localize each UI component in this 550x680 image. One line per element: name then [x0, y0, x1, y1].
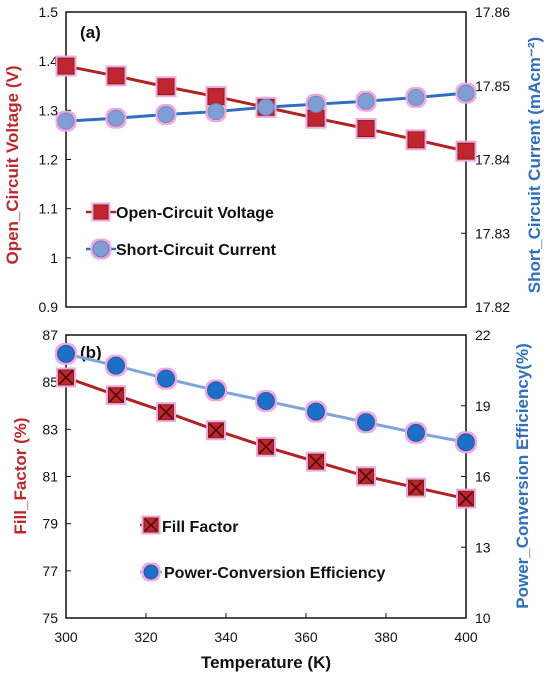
- data-point-short-circuit-current: [107, 109, 125, 127]
- data-point-power-conversion-efficiency: [257, 392, 275, 411]
- panel-a-plot-area: [65, 11, 467, 308]
- data-point-short-circuit-current: [157, 106, 175, 124]
- right-tick-label: 17.85: [475, 78, 510, 94]
- right-tick-label: 17.84: [475, 152, 510, 168]
- panel-b-left-axis-title: Fill_Factor (%): [11, 417, 30, 534]
- panel-a-label: (a): [80, 23, 101, 42]
- data-point-open-circuit-voltage: [457, 142, 475, 160]
- data-point-power-conversion-efficiency: [57, 344, 75, 363]
- right-tick-label: 17.86: [475, 4, 510, 20]
- x-tick-label: 300: [54, 629, 78, 645]
- panel-b-right-axis-title: Power_Conversion Efficiency(%): [513, 343, 532, 608]
- data-point-power-conversion-efficiency: [157, 369, 175, 388]
- data-point-power-conversion-efficiency: [107, 356, 125, 375]
- right-tick-label: 17.82: [475, 299, 510, 315]
- left-tick-label: 79: [42, 516, 58, 532]
- panel-b-left-axis-ticks: 75 77 79 81 83 85 87: [42, 327, 71, 626]
- legend-marker-power-conversion-efficiency: [143, 564, 159, 580]
- panel-a-right-axis-title: Short_Circuit Current (mAcm⁻²): [525, 37, 544, 293]
- left-tick-label: 77: [42, 563, 58, 579]
- data-point-short-circuit-current: [207, 103, 225, 121]
- data-point-short-circuit-current: [257, 98, 275, 116]
- left-tick-label: 1: [50, 250, 58, 266]
- panel-b-x-axis-ticks: 300 320 340 360 380 400: [54, 613, 478, 645]
- left-tick-label: 1.3: [39, 102, 59, 118]
- data-point-fill-factor: [308, 453, 324, 470]
- left-tick-label: 87: [42, 327, 58, 343]
- data-point-short-circuit-current: [307, 95, 325, 113]
- panel-a-legend: Open-Circuit Voltage Short-Circuit Curre…: [86, 204, 277, 259]
- panel-b-legend: Fill Factor Power-Conversion Efficiency: [140, 517, 385, 582]
- data-point-power-conversion-efficiency: [207, 381, 225, 400]
- data-point-fill-factor: [58, 369, 74, 386]
- right-tick-label: 13: [475, 539, 491, 555]
- right-tick-label: 19: [475, 398, 491, 414]
- legend-label-power-conversion-efficiency: Power-Conversion Efficiency: [164, 565, 385, 582]
- legend-label-short-circuit-current: Short-Circuit Current: [116, 242, 277, 259]
- right-tick-label: 22: [475, 327, 491, 343]
- data-point-open-circuit-voltage: [207, 88, 225, 106]
- data-point-fill-factor: [258, 438, 274, 455]
- data-point-short-circuit-current: [457, 84, 475, 102]
- data-point-power-conversion-efficiency: [357, 413, 375, 432]
- data-point-short-circuit-current: [57, 112, 75, 130]
- data-point-fill-factor: [358, 468, 374, 485]
- data-point-power-conversion-efficiency: [307, 402, 325, 421]
- panel-a: (a) 0.9 1 1.1 1.2 1.3 1.4 1.5 17.82 17.83 17.84 1…: [3, 4, 544, 315]
- legend-label-open-circuit-voltage: Open-Circuit Voltage: [116, 205, 274, 222]
- data-point-open-circuit-voltage: [107, 67, 125, 85]
- data-point-open-circuit-voltage: [407, 131, 425, 149]
- data-point-fill-factor: [458, 490, 474, 507]
- left-tick-label: 1.2: [39, 152, 59, 168]
- left-tick-label: 1.1: [39, 201, 59, 217]
- panel-a-series-markers: [57, 57, 475, 160]
- left-tick-label: 1.5: [39, 4, 59, 20]
- legend-label-fill-factor: Fill Factor: [162, 519, 238, 536]
- left-tick-label: 1.4: [39, 53, 59, 69]
- legend-marker-open-circuit-voltage: [93, 204, 109, 220]
- panel-b-right-axis-ticks: 10 13 16 19 22: [461, 327, 491, 626]
- legend-marker-short-circuit-current: [92, 240, 110, 258]
- left-tick-label: 85: [42, 374, 58, 390]
- left-tick-label: 81: [42, 469, 58, 485]
- right-tick-label: 17.83: [475, 225, 510, 241]
- x-tick-label: 380: [374, 629, 398, 645]
- panel-b-series-lines: [65, 352, 467, 501]
- data-point-power-conversion-efficiency: [457, 433, 475, 452]
- data-point-fill-factor: [208, 422, 224, 439]
- data-point-short-circuit-current: [357, 92, 375, 110]
- x-tick-label: 400: [454, 629, 478, 645]
- right-tick-label: 16: [475, 469, 491, 485]
- panel-b-series-markers: [57, 344, 475, 507]
- left-tick-label: 83: [42, 421, 58, 437]
- left-tick-label: 75: [42, 610, 58, 626]
- x-tick-label: 360: [294, 629, 318, 645]
- data-point-short-circuit-current: [407, 89, 425, 107]
- legend-marker-fill-factor: [143, 517, 159, 533]
- x-tick-label: 340: [214, 629, 238, 645]
- data-point-fill-factor: [108, 387, 124, 404]
- data-point-open-circuit-voltage: [357, 120, 375, 138]
- data-point-power-conversion-efficiency: [407, 423, 425, 442]
- data-point-fill-factor: [158, 404, 174, 421]
- data-point-open-circuit-voltage: [157, 78, 175, 96]
- x-tick-label: 320: [134, 629, 158, 645]
- data-point-open-circuit-voltage: [57, 57, 75, 75]
- left-tick-label: 0.9: [39, 299, 59, 315]
- panel-b-x-axis-title: Temperature (K): [201, 653, 331, 672]
- panel-a-left-axis-title: Open_Circuit Voltage (V): [3, 66, 22, 265]
- data-point-fill-factor: [408, 479, 424, 496]
- right-tick-label: 10: [475, 610, 491, 626]
